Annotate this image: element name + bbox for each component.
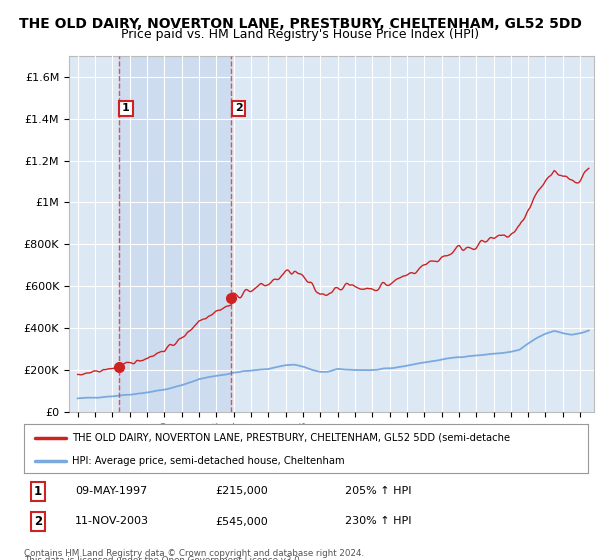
Text: Contains HM Land Registry data © Crown copyright and database right 2024.: Contains HM Land Registry data © Crown c… bbox=[24, 549, 364, 558]
Text: £545,000: £545,000 bbox=[216, 516, 269, 526]
Text: THE OLD DAIRY, NOVERTON LANE, PRESTBURY, CHELTENHAM, GL52 5DD (semi-detache: THE OLD DAIRY, NOVERTON LANE, PRESTBURY,… bbox=[72, 433, 510, 443]
Text: 1: 1 bbox=[122, 103, 130, 113]
Text: HPI: Average price, semi-detached house, Cheltenham: HPI: Average price, semi-detached house,… bbox=[72, 456, 344, 466]
Text: 2: 2 bbox=[235, 103, 242, 113]
Text: 2: 2 bbox=[34, 515, 42, 528]
Text: 230% ↑ HPI: 230% ↑ HPI bbox=[346, 516, 412, 526]
Text: THE OLD DAIRY, NOVERTON LANE, PRESTBURY, CHELTENHAM, GL52 5DD: THE OLD DAIRY, NOVERTON LANE, PRESTBURY,… bbox=[19, 17, 581, 31]
Text: 11-NOV-2003: 11-NOV-2003 bbox=[75, 516, 149, 526]
Text: 205% ↑ HPI: 205% ↑ HPI bbox=[346, 487, 412, 496]
Text: 09-MAY-1997: 09-MAY-1997 bbox=[75, 487, 147, 496]
Bar bbox=[119, 56, 232, 412]
Text: This data is licensed under the Open Government Licence v3.0.: This data is licensed under the Open Gov… bbox=[24, 556, 302, 560]
Text: 1: 1 bbox=[34, 485, 42, 498]
Text: Price paid vs. HM Land Registry's House Price Index (HPI): Price paid vs. HM Land Registry's House … bbox=[121, 28, 479, 41]
Text: £215,000: £215,000 bbox=[216, 487, 269, 496]
